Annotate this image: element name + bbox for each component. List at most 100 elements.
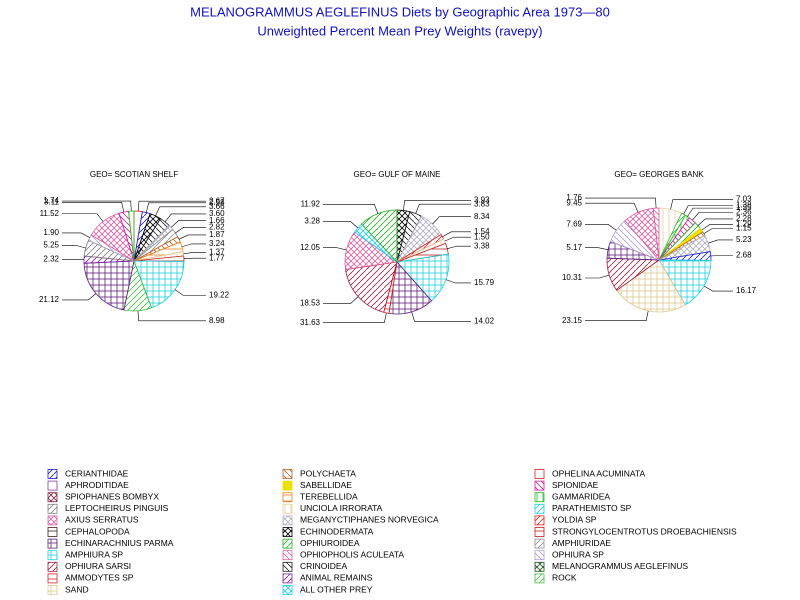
- value-label: 2.36: [736, 208, 752, 217]
- leader-line: [585, 310, 649, 321]
- legend-label: APHRODITIDAE: [65, 480, 129, 490]
- pie-title: GEO= GEORGES BANK: [614, 170, 704, 179]
- legend-label: CRINOIDEA: [300, 561, 348, 571]
- value-label: 10.31: [562, 273, 583, 282]
- leader-line: [178, 234, 206, 240]
- legend-swatch: [282, 585, 293, 595]
- legend-swatch: [534, 538, 545, 549]
- legend-label: PARATHEMISTO SP: [552, 503, 632, 513]
- value-label: 1.35: [736, 203, 752, 212]
- leader-line: [164, 213, 206, 223]
- legend-swatch: [534, 469, 545, 479]
- legend-label: SPIOPHANES BOMBYX: [65, 491, 159, 501]
- value-label: 5.25: [43, 241, 59, 250]
- legend-label: SAND: [65, 584, 89, 594]
- value-label: 11.92: [301, 199, 321, 208]
- leader-line: [701, 224, 733, 231]
- leader-line: [670, 199, 733, 210]
- legend-swatch: [282, 480, 293, 491]
- legend-label: OPHELINA ACUMINATA: [552, 468, 646, 478]
- value-label: 31.63: [300, 318, 321, 327]
- value-label: 7.03: [736, 195, 752, 204]
- legend-swatch: [47, 469, 58, 479]
- legend-swatch: [47, 538, 58, 549]
- legend-label: MELANOGRAMMUS AEGLEFINUS: [552, 561, 688, 571]
- legend-label: CERIANTHIDAE: [65, 468, 129, 478]
- legend-label: UNCIOLA IRRORATA: [300, 503, 383, 513]
- leader-line: [175, 227, 206, 234]
- legend-swatch: [47, 515, 58, 526]
- value-label: 16.17: [736, 286, 757, 295]
- legend-swatch: [534, 492, 545, 503]
- value-label: 19.22: [209, 290, 230, 299]
- pie-slice: [658, 259, 712, 306]
- value-label: 9.45: [566, 198, 582, 207]
- legend-label: ANIMAL REMAINS: [300, 573, 373, 583]
- legend-swatch: [47, 561, 58, 572]
- legend-swatch: [534, 550, 545, 561]
- value-label: 1.29: [736, 220, 752, 229]
- legend-swatch: [282, 503, 293, 514]
- leader-line: [323, 247, 347, 251]
- leader-line: [323, 312, 387, 323]
- legend-label: TEREBELLIDA: [300, 491, 358, 501]
- value-label: 3.83: [474, 199, 490, 208]
- value-label: 3.60: [209, 209, 225, 218]
- legend-swatch: [47, 492, 58, 503]
- legend-swatch: [282, 538, 293, 549]
- leader-line: [585, 202, 639, 213]
- legend-swatch: [534, 561, 545, 572]
- leader-line: [403, 200, 471, 211]
- leader-line: [62, 293, 97, 301]
- leader-line: [62, 213, 104, 222]
- leader-line: [174, 289, 206, 296]
- value-label: 23.15: [562, 316, 583, 325]
- value-label: 14.02: [474, 317, 495, 326]
- value-label: 11.52: [40, 209, 60, 218]
- pie-slice: [360, 209, 398, 264]
- value-label: 1.38: [736, 200, 752, 209]
- value-label: 1.77: [209, 253, 225, 262]
- legend-swatch: [47, 503, 58, 514]
- value-label: 3.38: [474, 241, 490, 250]
- legend-label: LEPTOCHEIRUS PINGUIS: [65, 503, 169, 513]
- value-label: 15.79: [474, 278, 495, 287]
- value-label: 5.23: [736, 235, 752, 244]
- legend-label: SABELLIDAE: [300, 480, 352, 490]
- legend-swatch: [282, 550, 293, 561]
- value-label: 7.69: [566, 220, 582, 229]
- leader-line: [183, 252, 206, 255]
- leader-line: [137, 200, 206, 212]
- value-label: 3.11: [44, 197, 60, 206]
- legend-swatch: [282, 561, 293, 572]
- value-label: 2.82: [209, 222, 225, 231]
- legend-label: YOLDIA SP: [552, 515, 597, 525]
- leader-line: [62, 200, 132, 212]
- legend-label: AXIUS SERRATUS: [65, 515, 139, 525]
- leader-line: [683, 205, 733, 215]
- pie-slice: [133, 260, 185, 309]
- legend-label: OPHIURA SARSI: [65, 561, 131, 571]
- legend-label: AMPHIURIDAE: [552, 538, 611, 548]
- leader-line: [692, 212, 733, 221]
- value-label: 3.66: [209, 202, 225, 211]
- legend-swatch: [534, 527, 545, 537]
- value-label: 3.24: [209, 239, 225, 248]
- legend-swatch: [282, 469, 293, 479]
- leader-line: [62, 232, 90, 238]
- leader-line: [181, 243, 206, 248]
- leader-line: [137, 310, 206, 322]
- value-label: 3.28: [304, 216, 320, 225]
- pie-slice: [345, 261, 398, 313]
- leader-line: [703, 228, 733, 234]
- legend-swatch: [534, 573, 545, 584]
- legend-label: ECHINODERMATA: [300, 526, 374, 536]
- value-label: 21.12: [39, 295, 60, 304]
- leader-line: [703, 285, 733, 292]
- leader-line: [697, 218, 733, 226]
- leader-line: [585, 197, 657, 209]
- chart-subtitle: Unweighted Percent Mean Prey Weights (ra…: [257, 23, 542, 38]
- leader-line: [145, 202, 206, 213]
- pie-slice: [396, 253, 450, 302]
- pie-title: GEO= GULF OF MAINE: [354, 170, 441, 179]
